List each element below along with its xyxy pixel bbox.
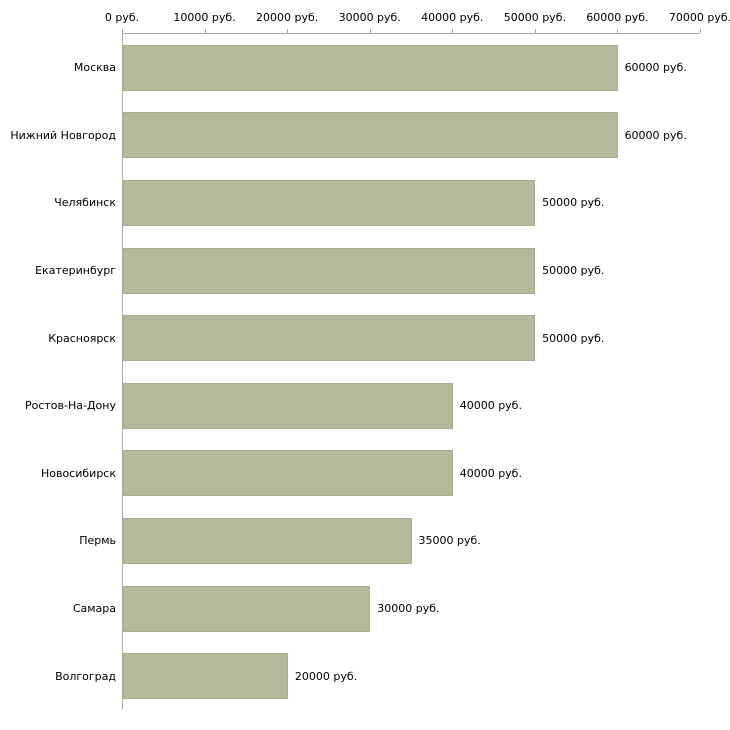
x-tick-mark [452,29,454,33]
x-tick-mark [700,29,701,33]
x-tick-mark [204,29,206,33]
category-label: Самара [72,602,116,616]
x-axis: 0 руб. 10000 руб. 20000 руб. 30000 руб. 4000… [0,0,730,33]
x-tick-label: 10000 руб. [173,11,236,24]
value-label: 50000 руб. [542,264,605,278]
bar-row: Красноярск 50000 руб. [48,304,700,372]
bar [123,585,371,632]
bar [123,179,536,226]
value-label: 20000 руб. [294,669,358,683]
bar [123,315,536,362]
x-tick-label: 40000 руб. [421,11,484,24]
x-tick-mark [287,29,289,33]
value-label: 40000 руб. [459,466,522,480]
bar-row: Новосибирск 40000 руб. [41,440,700,508]
value-label: 40000 руб. [459,399,522,413]
category-label: Новосибирск [40,466,116,480]
bar [123,247,536,294]
x-tick-label: 60000 руб. [586,11,649,24]
bar-row: Самара 30000 руб. [73,575,700,643]
bar-row: Нижний Новгород 60000 руб. [10,102,700,170]
category-label: Нижний Новгород [10,128,116,142]
value-label: 50000 руб. [542,196,605,210]
category-label: Волгоград [55,669,116,683]
category-label: Екатеринбург [35,264,116,278]
bar-row: Москва 60000 руб. [74,34,700,102]
bar [123,517,412,564]
category-label: Пермь [79,534,116,548]
bar [123,382,453,429]
bar-row: Волгоград 20000 руб. [55,642,700,710]
value-label: 35000 руб. [418,534,481,548]
x-tick-label: 70000 руб. [668,11,730,24]
category-label: Ростов-На-Дону [24,399,116,413]
x-tick-label: 50000 руб. [503,11,566,24]
category-label: Москва [73,61,116,75]
plot-area: Москва 60000 руб. Нижний Новгород 60000 руб… [10,33,700,710]
bar-row: Екатеринбург 50000 руб. [35,237,700,305]
bar [123,44,618,91]
x-tick-mark [534,29,536,33]
bar-row: Челябинск 50000 руб. [54,169,700,237]
category-label: Красноярск [48,331,116,345]
value-label: 60000 руб. [624,61,687,75]
x-tick-label: 30000 руб. [338,11,401,24]
x-tick-mark [617,29,619,33]
value-label: 60000 руб. [624,128,687,142]
value-label: 30000 руб. [377,602,440,616]
x-tick-label: 20000 руб. [256,11,319,24]
bar-row: Пермь 35000 руб. [79,507,700,575]
category-label: Челябинск [54,196,116,210]
bar-row: Ростов-На-Дону 40000 руб. [25,372,700,440]
bar [123,112,618,159]
bar [123,450,453,497]
x-tick-label: 0 руб. [104,11,140,24]
x-tick-mark [122,29,123,33]
bar [123,653,288,700]
value-label: 50000 руб. [542,331,605,345]
x-tick-mark [369,29,371,33]
